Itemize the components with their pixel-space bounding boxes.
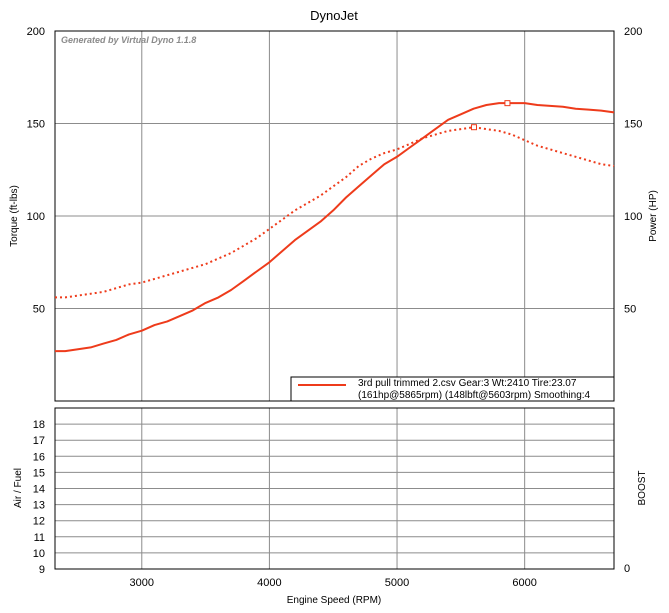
legend-box <box>290 376 615 402</box>
x-tick-label: 5000 <box>385 577 409 589</box>
air-fuel-tick-label: 15 <box>33 467 45 479</box>
series-layer <box>55 102 615 353</box>
air-fuel-tick-label: 9 <box>39 564 45 576</box>
top-panel-grid <box>55 30 614 401</box>
power-tick-label: 50 <box>624 304 636 316</box>
torque-tick-label: 200 <box>27 26 45 38</box>
legend-line-2: (161hp@5865rpm) (148lbft@5603rpm) Smooth… <box>358 390 591 401</box>
x-tick-label: 3000 <box>130 577 154 589</box>
watermark: Generated by Virtual Dyno 1.1.8 <box>61 35 196 45</box>
power-curve <box>55 102 615 353</box>
torque-tick-label: 100 <box>27 211 45 223</box>
peak-marker <box>504 100 511 107</box>
peak-markers <box>470 100 511 131</box>
power-axis-label: Power (HP) <box>648 190 659 242</box>
boost-axis-label: BOOST <box>637 470 648 505</box>
torque-tick-label: 50 <box>33 304 45 316</box>
air-fuel-tick-label: 11 <box>34 532 45 544</box>
air-fuel-axis-label: Air / Fuel <box>13 468 24 508</box>
air-fuel-tick-label: 14 <box>33 484 45 496</box>
torque-tick-label: 150 <box>27 119 45 131</box>
air-fuel-tick-label: 10 <box>33 548 45 560</box>
air-fuel-tick-label: 16 <box>33 451 45 463</box>
rpm-axis-ticks: 3000 4000 5000 6000 <box>130 577 537 589</box>
torque-axis-label: Torque (ft-lbs) <box>9 185 20 247</box>
air-fuel-tick-label: 12 <box>33 516 45 528</box>
x-tick-label: 4000 <box>257 577 281 589</box>
air-fuel-tick-label: 13 <box>33 500 45 512</box>
rpm-axis-label: Engine Speed (RPM) <box>287 595 382 606</box>
torque-axis-ticks: 50 100 150 200 <box>27 26 45 316</box>
boost-axis-ticks: 0 <box>624 563 630 575</box>
legend: 3rd pull trimmed 2.csv Gear:3 Wt:2410 Ti… <box>290 376 615 402</box>
chart-title: DynoJet <box>310 8 358 23</box>
bottom-panel-frame <box>54 407 615 570</box>
torque-curve <box>55 126 615 299</box>
power-tick-label: 100 <box>624 211 642 223</box>
air-fuel-tick-label: 18 <box>33 419 45 431</box>
power-axis-ticks: 50 100 150 200 <box>624 26 642 316</box>
air-fuel-axis-ticks: 9 10 11 12 13 14 15 16 17 18 <box>33 419 45 576</box>
power-tick-label: 200 <box>624 26 642 38</box>
power-tick-label: 150 <box>624 119 642 131</box>
boost-tick-label: 0 <box>624 563 630 575</box>
air-fuel-tick-label: 17 <box>33 435 45 447</box>
legend-line-1: 3rd pull trimmed 2.csv Gear:3 Wt:2410 Ti… <box>358 378 577 389</box>
peak-marker <box>470 124 477 131</box>
bottom-panel-grid <box>55 408 614 570</box>
x-tick-label: 6000 <box>512 577 536 589</box>
